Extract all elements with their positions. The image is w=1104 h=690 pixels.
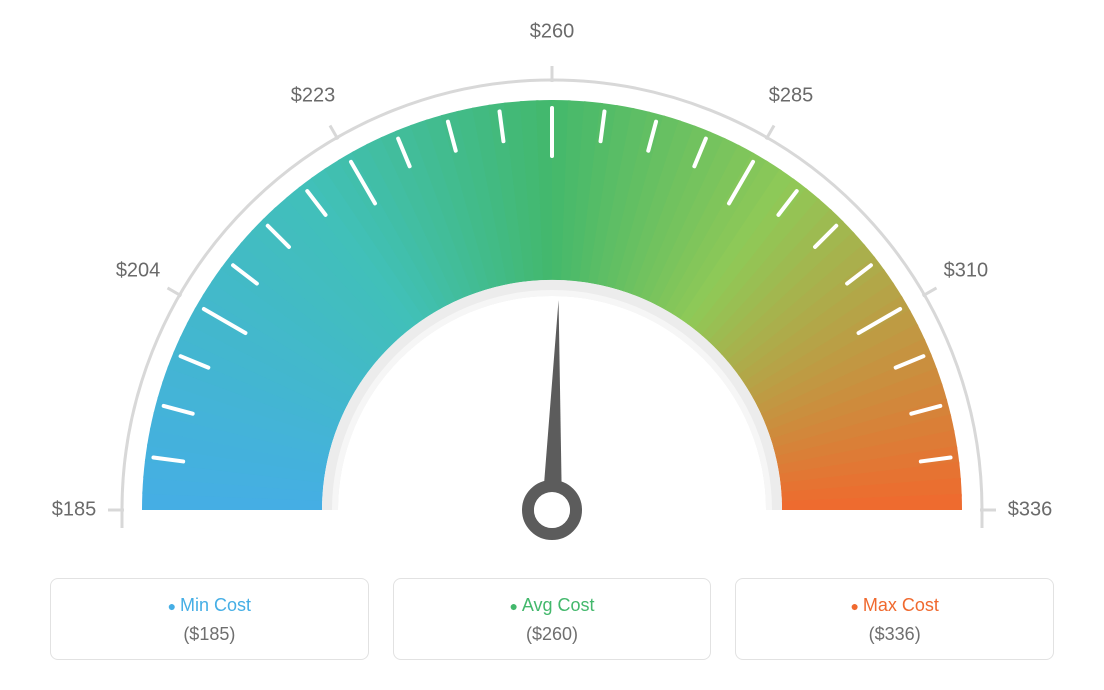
legend-value-max: ($336)	[746, 624, 1043, 645]
legend-value-avg: ($260)	[404, 624, 701, 645]
gauge-chart: $185 $204 $223 $260 $285 $310 $336	[0, 0, 1104, 560]
legend-title-avg: Avg Cost	[404, 595, 701, 616]
gauge-tick-label: $336	[1008, 499, 1053, 522]
legend-value-min: ($185)	[61, 624, 358, 645]
cost-gauge-widget: $185 $204 $223 $260 $285 $310 $336 Min Cost ($…	[0, 0, 1104, 690]
gauge-tick-label: $185	[52, 499, 97, 522]
legend-card-max: Max Cost ($336)	[735, 578, 1054, 660]
gauge-svg	[0, 0, 1104, 560]
legend-row: Min Cost ($185) Avg Cost ($260) Max Cost…	[50, 578, 1054, 660]
gauge-tick-label: $310	[944, 259, 989, 282]
legend-title-max: Max Cost	[746, 595, 1043, 616]
gauge-tick-label: $260	[530, 21, 575, 44]
gauge-tick-label: $223	[291, 85, 336, 108]
legend-title-min: Min Cost	[61, 595, 358, 616]
gauge-tick-label: $285	[769, 85, 814, 108]
gauge-tick-label: $204	[116, 259, 161, 282]
legend-card-min: Min Cost ($185)	[50, 578, 369, 660]
legend-card-avg: Avg Cost ($260)	[393, 578, 712, 660]
